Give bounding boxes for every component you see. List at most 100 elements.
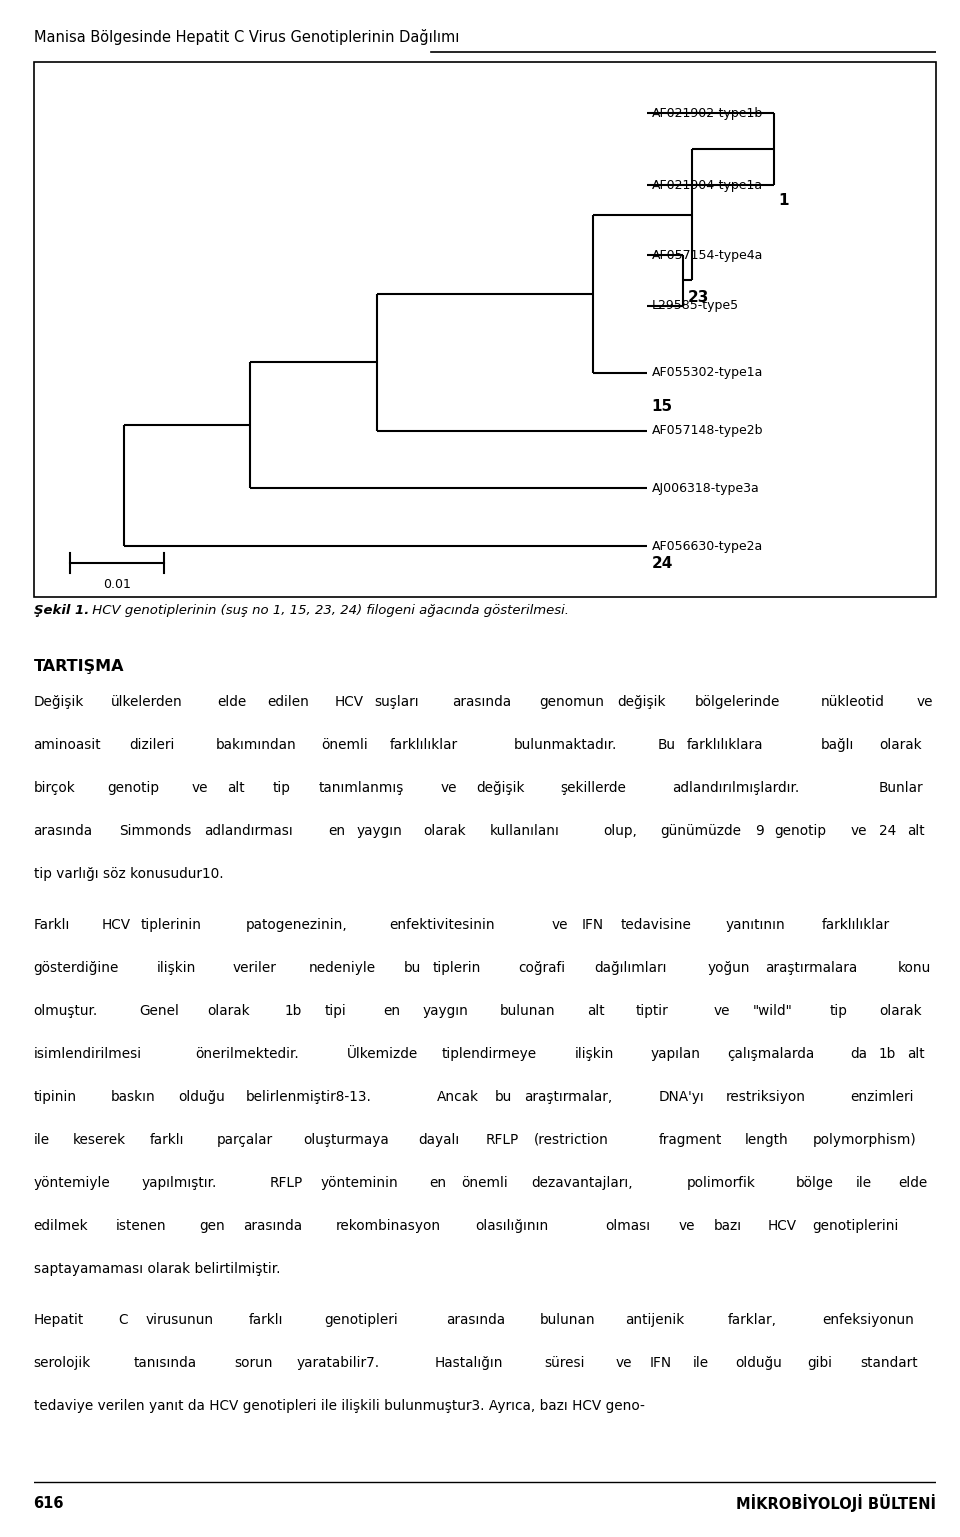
Text: olmuştur.: olmuştur. <box>34 1004 98 1017</box>
Text: Simmonds: Simmonds <box>119 824 191 838</box>
Text: alt: alt <box>587 1004 605 1017</box>
Text: tiplendirmeye: tiplendirmeye <box>442 1047 538 1061</box>
Text: elde: elde <box>898 1176 927 1190</box>
Text: araştırmalara: araştırmalara <box>765 961 857 974</box>
Text: olarak: olarak <box>207 1004 251 1017</box>
Text: genotip: genotip <box>108 781 159 795</box>
Text: dağılımları: dağılımları <box>594 961 666 974</box>
Text: gibi: gibi <box>807 1356 832 1369</box>
Text: saptayamaması olarak belirtilmiştir.: saptayamaması olarak belirtilmiştir. <box>34 1262 280 1276</box>
Text: bu: bu <box>494 1090 512 1104</box>
Text: keserek: keserek <box>73 1133 126 1147</box>
Text: nükleotid: nükleotid <box>820 695 884 709</box>
Text: Değişik: Değişik <box>34 695 84 709</box>
Text: virusunun: virusunun <box>146 1313 214 1328</box>
Text: enfektivitesinin: enfektivitesinin <box>390 918 495 931</box>
Text: tip varlığı söz konusudur10.: tip varlığı söz konusudur10. <box>34 867 224 881</box>
Text: alt: alt <box>907 824 925 838</box>
Text: sorun: sorun <box>234 1356 273 1369</box>
Text: C: C <box>118 1313 128 1328</box>
Text: genotip: genotip <box>775 824 827 838</box>
Text: HCV genotiplerinin (suş no 1, 15, 23, 24) filogeni ağacında gösterilmesi.: HCV genotiplerinin (suş no 1, 15, 23, 24… <box>87 604 568 618</box>
Text: 24: 24 <box>652 556 673 570</box>
Text: tiptir: tiptir <box>636 1004 668 1017</box>
Text: yönteminin: yönteminin <box>321 1176 398 1190</box>
Text: tanımlanmış: tanımlanmış <box>319 781 404 795</box>
Text: AJ006318-type3a: AJ006318-type3a <box>652 483 759 495</box>
Text: DNA'yı: DNA'yı <box>659 1090 705 1104</box>
Text: yapılan: yapılan <box>651 1047 701 1061</box>
Text: tipinin: tipinin <box>34 1090 77 1104</box>
Text: nedeniyle: nedeniyle <box>309 961 376 974</box>
Text: 1: 1 <box>778 192 788 207</box>
Text: genotiplerini: genotiplerini <box>812 1219 899 1233</box>
Text: olduğu: olduğu <box>735 1356 782 1369</box>
Text: ilişkin: ilişkin <box>575 1047 614 1061</box>
Text: farklılıklara: farklılıklara <box>687 738 763 752</box>
Text: RFLP: RFLP <box>269 1176 302 1190</box>
Text: bakımından: bakımından <box>216 738 297 752</box>
Text: AF055302-type1a: AF055302-type1a <box>652 366 763 380</box>
Text: RFLP: RFLP <box>486 1133 519 1147</box>
Text: farklar,: farklar, <box>728 1313 777 1328</box>
Text: Manisa Bölgesinde Hepatit C Virus Genotiplerinin Dağılımı: Manisa Bölgesinde Hepatit C Virus Genoti… <box>34 29 459 45</box>
Text: olarak: olarak <box>423 824 466 838</box>
Text: enfeksiyonun: enfeksiyonun <box>822 1313 914 1328</box>
Text: isimlendirilmesi: isimlendirilmesi <box>34 1047 142 1061</box>
Text: Hastalığın: Hastalığın <box>434 1356 503 1369</box>
Text: genotipleri: genotipleri <box>324 1313 397 1328</box>
Text: 15: 15 <box>652 400 673 415</box>
Text: bölgelerinde: bölgelerinde <box>695 695 780 709</box>
Text: ve: ve <box>552 918 568 931</box>
Text: olup,: olup, <box>604 824 637 838</box>
Text: (restriction: (restriction <box>534 1133 609 1147</box>
Text: gösterdiğine: gösterdiğine <box>34 961 119 974</box>
Text: çalışmalarda: çalışmalarda <box>727 1047 814 1061</box>
Text: tip: tip <box>273 781 291 795</box>
Text: ve: ve <box>713 1004 730 1017</box>
Text: olarak: olarak <box>879 1004 922 1017</box>
Text: 1b: 1b <box>285 1004 302 1017</box>
Text: alt: alt <box>228 781 245 795</box>
Text: farklı: farklı <box>249 1313 283 1328</box>
Text: Ancak: Ancak <box>437 1090 479 1104</box>
Text: yapılmıştır.: yapılmıştır. <box>142 1176 217 1190</box>
Text: Şekil 1.: Şekil 1. <box>34 604 89 618</box>
Text: "wild": "wild" <box>753 1004 792 1017</box>
Text: ve: ve <box>917 695 933 709</box>
Text: yaratabilir7.: yaratabilir7. <box>296 1356 379 1369</box>
Text: coğrafi: coğrafi <box>518 961 565 974</box>
Text: ülkelerden: ülkelerden <box>111 695 183 709</box>
Text: en: en <box>383 1004 400 1017</box>
Text: süresi: süresi <box>544 1356 585 1369</box>
Text: en: en <box>328 824 346 838</box>
Text: tip: tip <box>830 1004 848 1017</box>
Text: arasında: arasında <box>452 695 512 709</box>
Text: ile: ile <box>856 1176 873 1190</box>
Text: suşları: suşları <box>374 695 420 709</box>
Text: değişik: değişik <box>476 781 525 795</box>
Text: farklılıklar: farklılıklar <box>390 738 457 752</box>
Text: serolojik: serolojik <box>34 1356 91 1369</box>
Text: restriksiyon: restriksiyon <box>726 1090 806 1104</box>
Text: AF056630-type2a: AF056630-type2a <box>652 539 763 553</box>
Text: yoğun: yoğun <box>708 961 751 974</box>
Text: Bunlar: Bunlar <box>879 781 924 795</box>
Text: length: length <box>745 1133 789 1147</box>
Text: önemli: önemli <box>322 738 369 752</box>
Text: bulunan: bulunan <box>540 1313 596 1328</box>
Text: bu: bu <box>404 961 421 974</box>
Text: 616: 616 <box>34 1496 64 1511</box>
Text: olması: olması <box>606 1219 651 1233</box>
Text: alt: alt <box>907 1047 925 1061</box>
Text: tiplerinin: tiplerinin <box>140 918 202 931</box>
Text: istenen: istenen <box>116 1219 167 1233</box>
Text: oluşturmaya: oluşturmaya <box>303 1133 389 1147</box>
Text: 24: 24 <box>879 824 897 838</box>
Text: yaygın: yaygın <box>422 1004 468 1017</box>
Text: dezavantajları,: dezavantajları, <box>531 1176 633 1190</box>
Text: bazı: bazı <box>713 1219 742 1233</box>
Text: ve: ve <box>679 1219 695 1233</box>
Text: AF021902-type1b: AF021902-type1b <box>652 106 763 120</box>
Text: ve: ve <box>440 781 457 795</box>
